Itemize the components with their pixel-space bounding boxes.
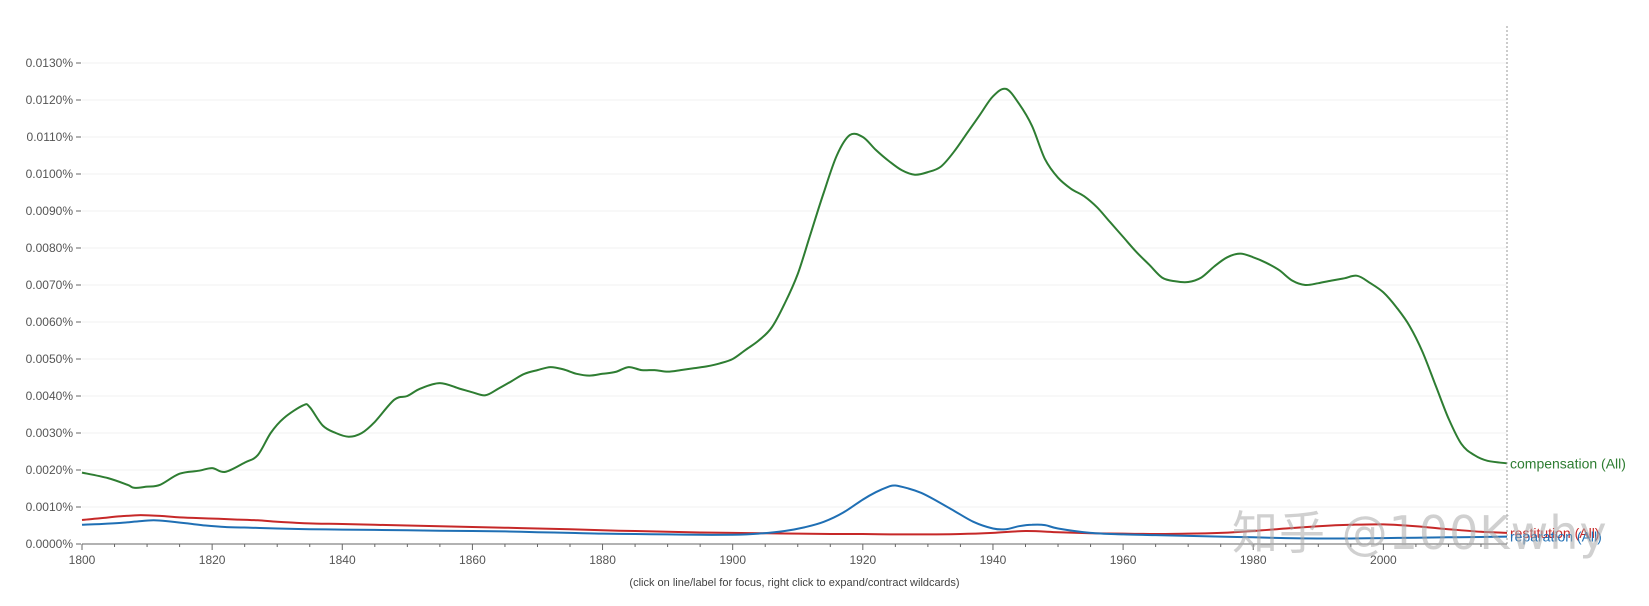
series-label-restitution-all[interactable]: restitution (All) <box>1510 525 1599 541</box>
x-tick-label: 2000 <box>1370 553 1397 567</box>
y-tick-label: 0.0060% <box>26 315 74 329</box>
chart-footnote: (click on line/label for focus, right cl… <box>629 577 960 589</box>
series-line-reparation-all[interactable] <box>81 484 1508 540</box>
series-line-compensation-all[interactable] <box>81 87 1508 489</box>
x-tick-label: 1920 <box>849 553 876 567</box>
x-tick-label: 1940 <box>980 553 1007 567</box>
y-tick-label: 0.0020% <box>26 463 74 477</box>
x-tick-label: 1960 <box>1110 553 1137 567</box>
y-tick-label: 0.0110% <box>27 130 74 144</box>
y-tick-label: 0.0030% <box>26 426 74 440</box>
x-tick-label: 1860 <box>459 553 486 567</box>
series-labels: compensation (All) restitution (All)repar… <box>1510 455 1626 544</box>
y-tick-label: 0.0050% <box>26 352 74 366</box>
ngram-line-chart: 0.0000% 0.0010% 0.0020% 0.0030% 0.0040% 0.005… <box>26 26 1626 567</box>
series-line-restitution-all[interactable] <box>81 514 1508 536</box>
x-tick-label: 1820 <box>199 553 226 567</box>
y-tick-label: 0.0100% <box>26 167 74 181</box>
y-tick-label: 0.0080% <box>26 241 74 255</box>
series-lines <box>81 87 1508 540</box>
y-tick-label: 0.0090% <box>26 204 74 218</box>
y-tick-label: 0.0000% <box>26 537 74 551</box>
x-tick-label: 1880 <box>589 553 616 567</box>
x-tick-label: 1840 <box>329 553 356 567</box>
y-tick-label: 0.0040% <box>26 389 74 403</box>
y-axis: 0.0000% 0.0010% 0.0020% 0.0030% 0.0040% 0.005… <box>26 56 81 551</box>
series-label-compensation-all[interactable]: compensation (All) <box>1510 455 1626 471</box>
y-tick-label: 0.0070% <box>26 278 74 292</box>
x-tick-label: 1800 <box>69 553 96 567</box>
grid-lines <box>82 62 1507 508</box>
x-tick-label: 1980 <box>1240 553 1267 567</box>
y-tick-label: 0.0010% <box>26 500 74 514</box>
x-tick-label: 1900 <box>719 553 746 567</box>
x-axis: 1800 1820 1840 1860 1880 1900 1920 1940 1960 1980… <box>69 543 1507 567</box>
y-tick-label: 0.0120% <box>26 93 74 107</box>
series-label-reparation-all[interactable]: reparation (All) <box>1510 529 1602 545</box>
y-tick-label: 0.0130% <box>26 56 74 70</box>
